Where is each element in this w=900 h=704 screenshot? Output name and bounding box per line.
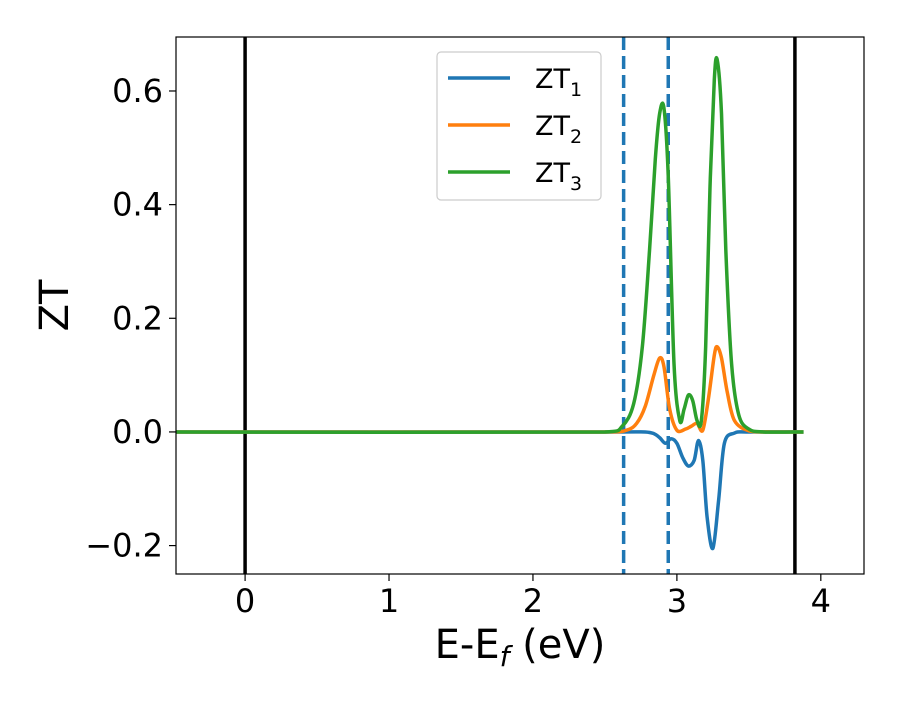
- vertical-reference-lines: [243, 37, 797, 574]
- y-tick-label: −0.2: [85, 527, 163, 565]
- y-tick-label: 0.6: [112, 72, 163, 110]
- y-tick-label: 0.4: [112, 186, 163, 224]
- legend-entry-zt1: ZT1: [448, 64, 582, 101]
- series-line-zt1: [176, 430, 804, 551]
- axes-frame: [175, 36, 865, 575]
- legend-label: ZT2: [535, 111, 582, 148]
- x-tick-label: 1: [379, 582, 399, 620]
- legend-label: ZT1: [535, 64, 582, 101]
- y-tick-label: 0.2: [112, 299, 163, 337]
- series-line-zt3: [176, 55, 804, 435]
- y-tick-label: 0.0: [112, 413, 163, 451]
- x-axis-label: E-Ef (eV): [435, 622, 606, 673]
- legend-label: ZT3: [535, 158, 582, 195]
- x-axis-label-unit: (eV): [509, 622, 605, 668]
- y-axis-ticks: −0.2 0.0 0.2 0.4 0.6: [85, 72, 176, 565]
- legend: ZT1 ZT2 ZT3: [436, 51, 602, 201]
- x-tick-label: 2: [523, 582, 543, 620]
- x-tick-label: 0: [235, 582, 255, 620]
- legend-entry-zt2: ZT2: [448, 111, 582, 148]
- series-line-zt2: [176, 344, 804, 434]
- legend-entry-zt3: ZT3: [448, 158, 582, 195]
- x-axis-label-main: E-E: [435, 622, 500, 668]
- series-lines: [176, 55, 804, 551]
- x-axis-ticks: 0 1 2 3 4: [235, 574, 831, 620]
- x-tick-label: 3: [667, 582, 687, 620]
- y-axis-label: ZT: [32, 279, 78, 331]
- legend-box: [436, 51, 602, 201]
- x-tick-label: 4: [811, 582, 831, 620]
